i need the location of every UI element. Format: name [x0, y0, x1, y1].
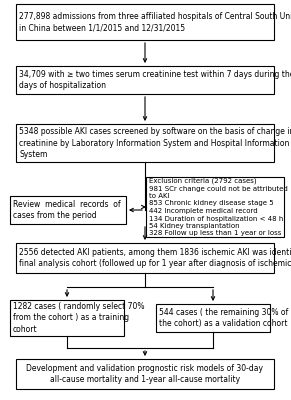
Text: 5348 possible AKI cases screened by software on the basis of change in serum
cre: 5348 possible AKI cases screened by soft…	[19, 127, 291, 158]
Text: 2556 detected AKI patients, among them 1836 ischemic AKI was identified in the
f: 2556 detected AKI patients, among them 1…	[19, 248, 291, 268]
Text: 1282 cases ( randomly select 70%
from the cohort ) as a training
cohort: 1282 cases ( randomly select 70% from th…	[13, 302, 145, 334]
Text: Exclusion criteria (2792 cases)
981 SCr change could not be attributed
to AKI
85: Exclusion criteria (2792 cases) 981 SCr …	[149, 178, 288, 236]
FancyBboxPatch shape	[10, 196, 126, 224]
Text: 277,898 admissions from three affiliated hospitals of Central South University
i: 277,898 admissions from three affiliated…	[19, 12, 291, 32]
Text: 544 cases ( the remaining 30% of
the cohort) as a validation cohort: 544 cases ( the remaining 30% of the coh…	[159, 308, 288, 328]
FancyBboxPatch shape	[16, 66, 274, 94]
FancyBboxPatch shape	[16, 4, 274, 40]
Text: 34,709 with ≥ two times serum creatinine test within 7 days during the first 30
: 34,709 with ≥ two times serum creatinine…	[19, 70, 291, 90]
Text: Development and validation prognostic risk models of 30-day
all-cause mortality : Development and validation prognostic ri…	[26, 364, 263, 384]
Text: Review  medical  records  of
cases from the period: Review medical records of cases from the…	[13, 200, 121, 220]
FancyBboxPatch shape	[16, 359, 274, 389]
FancyBboxPatch shape	[16, 243, 274, 273]
FancyBboxPatch shape	[10, 300, 124, 336]
FancyBboxPatch shape	[146, 177, 284, 237]
FancyBboxPatch shape	[16, 124, 274, 162]
FancyBboxPatch shape	[156, 304, 270, 332]
